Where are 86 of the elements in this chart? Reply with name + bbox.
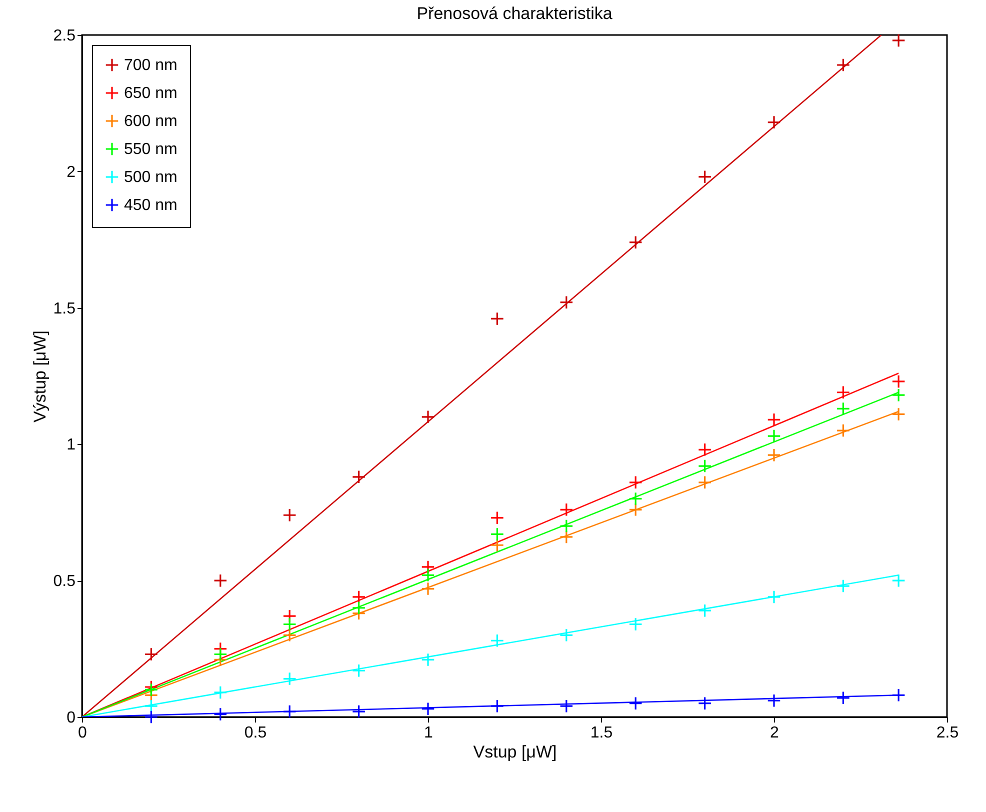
point — [559, 628, 574, 642]
point — [421, 702, 435, 716]
point — [892, 388, 906, 402]
chart-title: Přenosová charakteristika — [416, 4, 613, 23]
point — [628, 617, 643, 632]
point — [836, 385, 850, 400]
point — [421, 652, 435, 667]
point — [282, 704, 297, 718]
point — [628, 235, 643, 250]
point — [352, 470, 366, 484]
point — [892, 374, 906, 388]
point — [836, 579, 850, 593]
point — [282, 628, 297, 642]
x-tick-label: 2.5 — [936, 724, 959, 742]
point — [836, 424, 850, 438]
point — [144, 647, 158, 662]
point — [559, 502, 574, 517]
point — [628, 696, 643, 710]
x-tick-label: 1.5 — [590, 724, 613, 742]
legend-label: 550 nm — [124, 141, 178, 158]
legend-label: 600 nm — [124, 113, 178, 130]
point — [698, 170, 712, 184]
x-tick-label: 0.5 — [244, 724, 267, 742]
legend-label: 650 nm — [124, 85, 178, 102]
point — [559, 295, 574, 310]
point — [213, 647, 228, 662]
legend-label: 450 nm — [124, 197, 178, 214]
point — [559, 519, 574, 533]
y-tick-label: 2.5 — [53, 28, 76, 44]
point — [490, 527, 504, 542]
point — [144, 710, 158, 724]
point — [892, 574, 906, 588]
y-axis-title: Výstup [μW] — [30, 330, 50, 422]
x-tick-label: 1 — [424, 724, 434, 742]
point — [767, 429, 781, 443]
point — [282, 617, 297, 632]
point — [559, 530, 574, 544]
point — [836, 402, 850, 416]
point — [352, 590, 366, 604]
point — [628, 502, 643, 517]
point — [892, 34, 906, 48]
point — [698, 475, 712, 490]
point — [490, 538, 504, 552]
point — [767, 590, 781, 604]
point — [698, 696, 712, 710]
point — [213, 686, 228, 700]
x-tick-label: 0 — [78, 724, 88, 742]
point — [421, 568, 435, 582]
point — [628, 492, 643, 506]
point — [767, 115, 781, 130]
point — [213, 574, 228, 588]
y-tick-label: 0.5 — [53, 573, 76, 590]
point — [698, 459, 712, 473]
point — [836, 58, 850, 72]
legend-label: 700 nm — [124, 57, 178, 74]
y-tick-label: 1.5 — [53, 300, 76, 318]
point — [282, 672, 297, 686]
point — [144, 682, 158, 697]
point — [698, 604, 712, 618]
point — [352, 704, 366, 718]
point — [490, 699, 504, 714]
point — [559, 699, 574, 714]
y-tick-label: 0 — [66, 710, 76, 726]
point — [490, 510, 504, 525]
point — [282, 508, 297, 522]
point — [836, 690, 850, 705]
point — [352, 600, 366, 615]
point — [421, 410, 435, 424]
point — [490, 634, 504, 648]
legend-label: 500 nm — [124, 169, 178, 186]
point — [767, 448, 781, 462]
x-axis-title: Vstup [μW] — [473, 742, 557, 762]
y-tick-label: 2 — [66, 164, 76, 181]
point — [352, 664, 366, 678]
point — [490, 312, 504, 326]
point — [628, 475, 643, 490]
point — [767, 412, 781, 427]
y-tick-label: 1 — [66, 436, 76, 454]
point — [213, 707, 228, 722]
point — [144, 699, 158, 714]
point — [892, 407, 906, 422]
point — [698, 442, 712, 457]
point — [892, 688, 906, 702]
point — [421, 582, 435, 596]
point — [767, 694, 781, 708]
x-tick-label: 2 — [770, 724, 780, 742]
